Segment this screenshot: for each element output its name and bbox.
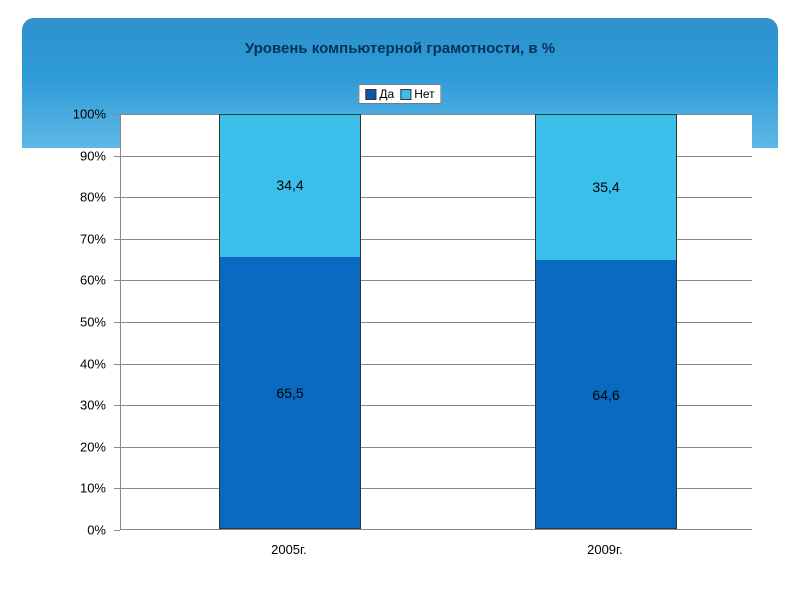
chart-container: Уровень компьютерной грамотности, в % Да… — [22, 18, 778, 582]
x-axis-label: 2005г. — [218, 542, 360, 557]
legend-label-no: Нет — [414, 87, 434, 101]
y-tick — [114, 197, 120, 198]
bar-data-label: 35,4 — [535, 179, 677, 195]
legend-swatch-no — [400, 89, 411, 100]
plot-area: 65,5 34,4 64,6 35,4 — [120, 114, 752, 530]
bar-group: 65,5 34,4 — [219, 114, 361, 529]
y-axis-label: 70% — [58, 231, 106, 246]
y-axis-label: 40% — [58, 356, 106, 371]
y-axis-label: 60% — [58, 273, 106, 288]
bar-data-label: 65,5 — [219, 385, 361, 401]
y-tick — [114, 405, 120, 406]
legend: Да Нет — [358, 84, 441, 104]
y-axis-label: 0% — [58, 523, 106, 538]
y-tick — [114, 364, 120, 365]
bar-data-label: 64,6 — [535, 387, 677, 403]
chart-title: Уровень компьютерной грамотности, в % — [22, 40, 778, 57]
y-axis-label: 80% — [58, 190, 106, 205]
legend-item-no: Нет — [400, 87, 434, 101]
bar-data-label: 34,4 — [219, 177, 361, 193]
y-tick — [114, 280, 120, 281]
y-axis-label: 100% — [58, 107, 106, 122]
y-tick — [114, 114, 120, 115]
y-tick — [114, 156, 120, 157]
plot-outer: 65,5 34,4 64,6 35,4 0% 10% 20% 30% 40% 50% 60% 70%… — [58, 114, 752, 574]
y-axis-label: 20% — [58, 439, 106, 454]
y-axis-label: 10% — [58, 481, 106, 496]
y-tick — [114, 447, 120, 448]
y-axis-label: 30% — [58, 398, 106, 413]
legend-swatch-yes — [365, 89, 376, 100]
bar-group: 64,6 35,4 — [535, 114, 677, 529]
y-tick — [114, 488, 120, 489]
y-tick — [114, 322, 120, 323]
y-tick — [114, 239, 120, 240]
y-axis-label: 50% — [58, 315, 106, 330]
y-tick — [114, 530, 120, 531]
legend-label-yes: Да — [379, 87, 394, 101]
x-axis-label: 2009г. — [534, 542, 676, 557]
y-axis-label: 90% — [58, 148, 106, 163]
legend-item-yes: Да — [365, 87, 394, 101]
